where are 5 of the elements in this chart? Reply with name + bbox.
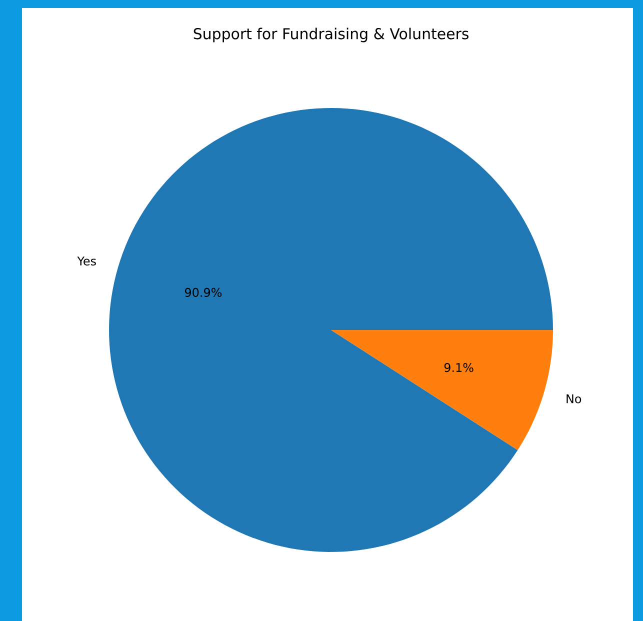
- slice-label: No: [566, 394, 582, 404]
- data-label: 90.9%: [184, 288, 222, 297]
- data-label: 9.1%: [444, 363, 474, 372]
- slice-label: Yes: [77, 256, 96, 266]
- chart-title: Support for Fundraising & Volunteers: [194, 28, 468, 42]
